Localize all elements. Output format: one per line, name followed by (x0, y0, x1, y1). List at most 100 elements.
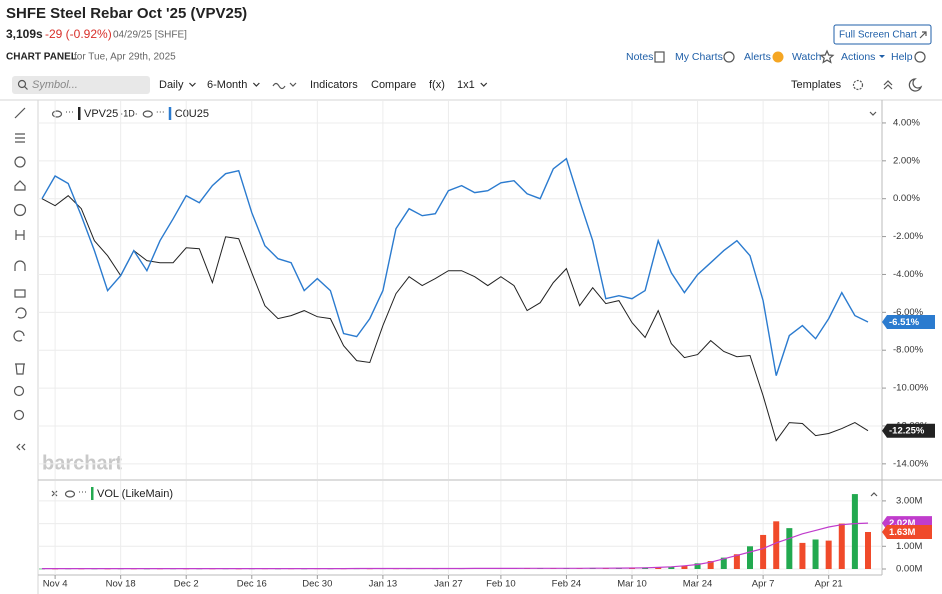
notes-link[interactable]: Notes (626, 51, 653, 63)
y-tick-label: -10.00% (893, 383, 929, 394)
search-icon-handle[interactable] (24, 86, 28, 90)
x-tick-label: Feb 10 (486, 579, 516, 590)
y-tick-label: 2.00% (893, 155, 920, 166)
legend-swatch (91, 487, 94, 500)
tool-annotation[interactable] (13, 203, 27, 217)
watch-icon[interactable] (819, 49, 835, 64)
visibility-icon[interactable] (64, 490, 76, 498)
full-screen-label[interactable]: Full Screen Chart (839, 30, 917, 41)
symbol-placeholder[interactable]: Symbol... (32, 79, 78, 91)
tool-fib[interactable] (15, 133, 25, 143)
close-study[interactable] (51, 490, 58, 497)
pane-menu[interactable] (870, 492, 878, 497)
volume-bar (799, 542, 806, 569)
toolbar-item[interactable]: 6-Month (207, 79, 247, 91)
alerts-icon[interactable] (772, 51, 784, 63)
legend-label: C0U25 (175, 108, 209, 120)
tool-lock[interactable] (14, 289, 26, 298)
volume-average (42, 522, 869, 570)
x-tick-label: Mar 24 (683, 579, 713, 590)
tool-collapse[interactable] (16, 443, 26, 451)
last-value-label: 1.63M (889, 527, 915, 538)
volume-bar (747, 546, 753, 569)
alerts-link[interactable]: Alerts (744, 51, 771, 63)
my-charts-link[interactable]: My Charts (675, 51, 723, 63)
x-tick-label: Dec 16 (237, 579, 267, 590)
watermark: barchart (42, 452, 122, 474)
y-tick-label: -8.00% (893, 345, 924, 356)
visibility-icon[interactable] (51, 110, 63, 118)
last-value-label: -6.51% (889, 317, 920, 328)
actions-arrow[interactable] (879, 55, 885, 58)
my-charts-icon[interactable] (723, 51, 735, 63)
last-value-badge (882, 423, 935, 438)
legend-interval: ·1D· (120, 108, 138, 118)
x-tick-label: Dec 30 (302, 579, 332, 590)
collapse-icon[interactable] (883, 80, 893, 90)
tool-zoom-out[interactable] (13, 409, 25, 421)
dropdown-arrow[interactable] (252, 82, 260, 87)
dropdown-arrow[interactable] (480, 82, 488, 87)
expand-icon[interactable] (919, 31, 927, 39)
full-screen-button[interactable] (833, 24, 932, 45)
legend-menu[interactable]: ··· (65, 106, 74, 116)
tool-measure[interactable] (15, 230, 25, 240)
y-tick-label: -6.00% (893, 307, 924, 318)
toolbar-item[interactable]: 1x1 (457, 79, 475, 91)
settings-icon[interactable] (852, 79, 864, 91)
dropdown-arrow[interactable] (189, 82, 196, 87)
tool-shape[interactable] (14, 156, 26, 168)
tool-arrow[interactable] (14, 180, 26, 191)
volume-bar (681, 566, 688, 569)
volume-bar (720, 557, 727, 569)
visibility-icon[interactable] (142, 110, 153, 118)
pane-menu[interactable] (869, 111, 877, 116)
volume-bar (655, 567, 662, 569)
toolbar-item[interactable]: f(x) (429, 79, 445, 91)
tool-magnet[interactable] (14, 260, 26, 271)
x-tick-label: Mar 10 (617, 579, 647, 590)
x-tick-label: Feb 24 (552, 579, 582, 590)
dropdown-arrow[interactable] (289, 82, 297, 87)
toolbar-item[interactable]: Indicators (310, 79, 358, 91)
x-tick-label: Jan 27 (434, 579, 463, 590)
y-tick-label: -14.00% (893, 458, 929, 469)
templates-button[interactable]: Templates (791, 79, 842, 91)
volume-bar (760, 534, 767, 569)
toolbar-item[interactable]: Daily (159, 79, 184, 91)
x-tick-label: Jan 13 (369, 579, 398, 590)
toolbar-item[interactable]: Compare (371, 79, 416, 91)
tool-redo[interactable] (13, 330, 25, 342)
legend-menu[interactable]: ··· (78, 486, 87, 496)
volume-bar (865, 531, 871, 569)
last-value-label: 2.02M (889, 518, 915, 529)
tool-zoom-in[interactable] (13, 385, 25, 397)
tool-delete[interactable] (15, 363, 25, 375)
notes-icon[interactable] (654, 51, 665, 63)
legend-menu[interactable]: ··· (156, 106, 165, 116)
tool-undo[interactable] (15, 307, 27, 319)
chart-type-icon[interactable] (272, 82, 286, 90)
help-link[interactable]: Help (891, 51, 913, 63)
title: SHFE Steel Rebar Oct '25 (VPV25) (6, 5, 247, 22)
search-icon[interactable] (17, 79, 27, 89)
actions-link[interactable]: Actions (841, 51, 875, 63)
last-value-badge (882, 524, 932, 539)
last-value-label: -12.25% (889, 426, 925, 437)
volume-bar (668, 566, 675, 569)
tool-line[interactable] (14, 107, 26, 119)
y-tick-label: 4.00% (893, 117, 920, 128)
help-icon[interactable] (914, 51, 926, 63)
x-tick-label: Apr 21 (815, 579, 843, 590)
theme-icon[interactable] (908, 78, 923, 92)
volume-bar (838, 523, 845, 569)
volume-bar (851, 494, 858, 569)
watch-link[interactable]: Watch (792, 51, 822, 63)
quote-date: 04/29/25 [SHFE] (113, 30, 187, 41)
symbol-search[interactable] (12, 76, 150, 94)
volume-bar (825, 540, 832, 569)
volume-legend: VOL (LikeMain) (97, 488, 173, 500)
